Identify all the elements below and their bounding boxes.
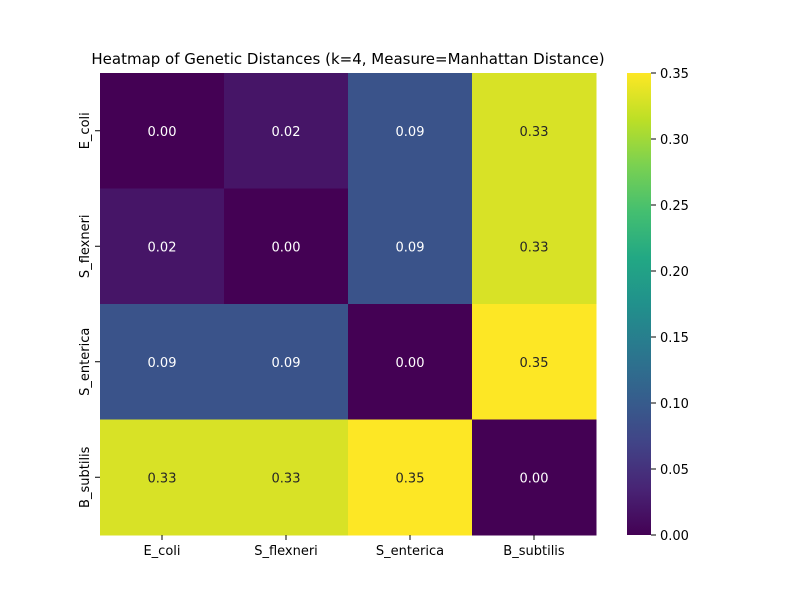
x-tick-label: E_coli [143, 544, 180, 559]
cell-value-label: 0.02 [272, 125, 301, 140]
heatmap-cell [100, 73, 225, 189]
y-tick-label: S_flexneri [78, 214, 93, 278]
colorbar-tick-label: 0.25 [660, 199, 689, 214]
heatmap-cell [472, 73, 597, 189]
heatmap-cell [224, 73, 349, 189]
cell-value-label: 0.00 [148, 125, 177, 140]
cell-value-label: 0.33 [520, 125, 549, 140]
colorbar-axis: 0.00 0.05 0.10 0.15 0.20 0.25 0.30 0.35 [651, 67, 689, 544]
heatmap-cell [100, 419, 225, 536]
cell-value-label: 0.09 [396, 125, 425, 140]
heatmap-cell [348, 304, 473, 420]
colorbar-tick-label: 0.35 [660, 67, 689, 82]
cell-value-label: 0.09 [396, 240, 425, 255]
colorbar-tick-label: 0.05 [660, 463, 689, 478]
y-tick-label: E_coli [78, 112, 93, 149]
colorbar-tick-label: 0.10 [660, 397, 689, 412]
cell-value-label: 0.33 [272, 471, 301, 486]
heatmap-cell [348, 419, 473, 536]
colorbar-tick-label: 0.20 [660, 265, 689, 280]
y-tick-label: B_subtilis [78, 446, 93, 508]
colorbar-tick-label: 0.30 [660, 133, 689, 148]
y-axis: E_coli S_flexneri S_enterica B_subtilis [78, 112, 100, 508]
cell-value-label: 0.35 [520, 356, 549, 371]
heatmap-cells [100, 73, 597, 536]
x-tick-label: S_flexneri [254, 544, 318, 559]
cell-value-label: 0.35 [396, 471, 425, 486]
heatmap-cell [472, 188, 597, 305]
cell-value-label: 0.33 [148, 471, 177, 486]
cell-value-label: 0.02 [148, 240, 177, 255]
heatmap-cell [100, 188, 225, 305]
colorbar-tick-label: 0.15 [660, 331, 689, 346]
x-tick-label: S_enterica [376, 544, 444, 559]
heatmap-cell [100, 304, 225, 420]
chart-title: Heatmap of Genetic Distances (k=4, Measu… [91, 50, 604, 68]
x-axis: E_coli S_flexneri S_enterica B_subtilis [143, 535, 565, 559]
cell-value-label: 0.33 [520, 240, 549, 255]
heatmap-cell [472, 304, 597, 420]
heatmap-cell [224, 419, 349, 536]
heatmap-cell [348, 73, 473, 189]
cell-value-label: 0.00 [396, 356, 425, 371]
heatmap-cell [472, 419, 597, 536]
heatmap-cell [224, 304, 349, 420]
cell-value-label: 0.09 [148, 356, 177, 371]
y-tick-label: S_enterica [78, 328, 93, 396]
cell-value-label: 0.09 [272, 356, 301, 371]
cell-value-label: 0.00 [520, 471, 549, 486]
colorbar [627, 73, 651, 535]
colorbar-tick-label: 0.00 [660, 529, 689, 544]
x-tick-label: B_subtilis [503, 544, 565, 559]
heatmap-cell [348, 188, 473, 305]
heatmap-cell-labels: 0.00 0.02 0.09 0.33 0.02 0.00 0.09 0.33 0.09 0.09… [148, 125, 549, 487]
cell-value-label: 0.00 [272, 240, 301, 255]
heatmap-cell [224, 188, 349, 305]
